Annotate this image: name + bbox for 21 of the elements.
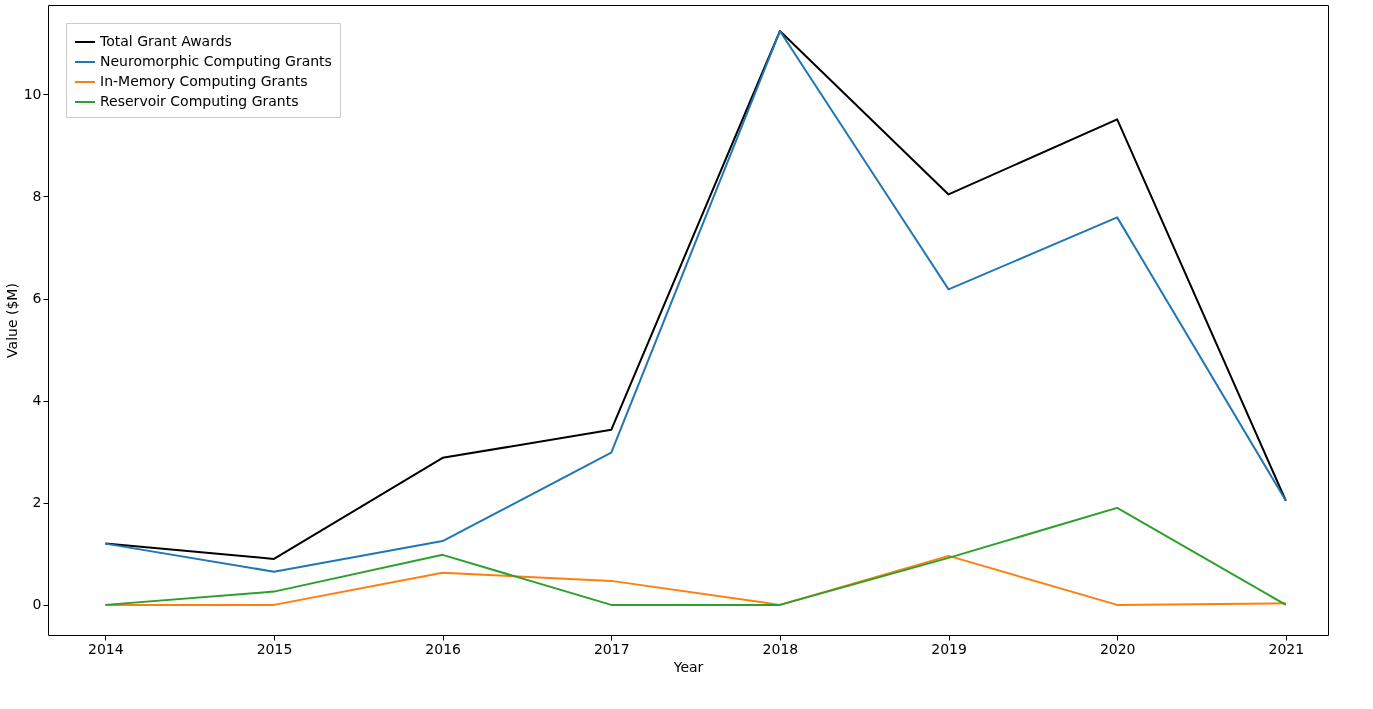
x-tick-label: 2021 (1268, 640, 1305, 657)
y-tick-label: 0 (32, 596, 42, 613)
y-tick-label: 6 (32, 290, 42, 307)
y-tick-label: 2 (32, 494, 42, 511)
y-tick-label: 8 (32, 187, 42, 204)
legend-label: Reservoir Computing Grants (100, 93, 299, 109)
y-tick-label: 10 (23, 85, 42, 102)
line-series (104, 506, 1287, 606)
x-tick-label: 2017 (593, 640, 630, 657)
y-axis-title: Value ($M) (3, 283, 20, 358)
x-tick-label: 2020 (1099, 640, 1136, 657)
y-tick-label: 4 (32, 392, 42, 409)
legend-label: In-Memory Computing Grants (100, 73, 308, 89)
x-tick-label: 2019 (931, 640, 967, 657)
legend-label: Neuromorphic Computing Grants (100, 53, 332, 69)
x-tick-label: 2016 (425, 640, 462, 657)
x-tick-label: 2015 (256, 640, 293, 657)
x-axis-title: Year (672, 658, 704, 675)
x-tick-label: 2014 (88, 640, 124, 657)
legend-label: Total Grant Awards (99, 33, 232, 49)
x-tick-label: 2018 (762, 640, 799, 657)
